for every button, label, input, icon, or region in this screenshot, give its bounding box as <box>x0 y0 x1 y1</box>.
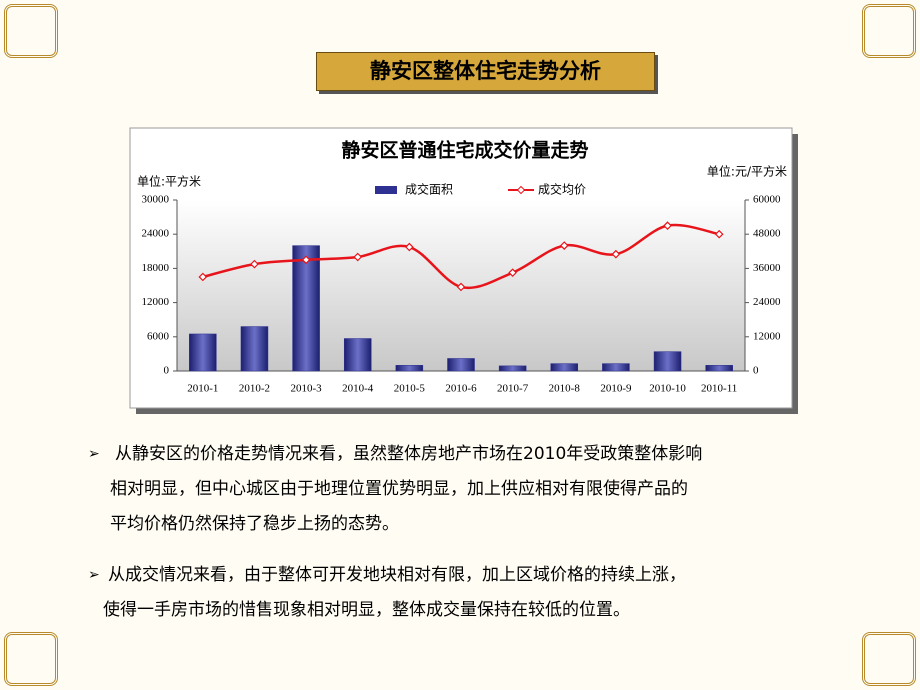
y-tick-label: 0 <box>164 365 170 377</box>
x-tick-label: 2010-1 <box>187 383 218 395</box>
bar <box>395 365 424 372</box>
line-marker <box>611 249 621 259</box>
y2-tick-label: 24000 <box>753 296 781 308</box>
line-marker <box>559 241 569 250</box>
x-tick-label: 2010-6 <box>445 383 477 395</box>
ornament <box>4 632 58 686</box>
line-marker <box>456 282 466 292</box>
y-tick-label: 12000 <box>142 296 170 308</box>
x-tick-label: 2010-10 <box>649 383 686 395</box>
y2-tick-label: 60000 <box>753 194 781 206</box>
line-marker <box>198 272 208 282</box>
bar <box>447 358 475 372</box>
ornament <box>4 4 58 58</box>
y-axis-label: 单位:平方米 <box>137 174 201 189</box>
x-tick-label: 2010-2 <box>239 383 270 395</box>
x-tick-label: 2010-8 <box>549 383 581 395</box>
line-marker <box>301 255 311 265</box>
ornament <box>862 4 916 58</box>
bar <box>705 365 733 372</box>
x-tick-label: 2010-9 <box>600 383 632 395</box>
bullet: ➢ 从静安区的价格走势情况来看，虽然整体房地产市场在2010年受政策整体影响相对明… <box>88 437 850 542</box>
bar <box>550 363 579 372</box>
x-tick-label: 2010-7 <box>497 383 529 395</box>
bar <box>292 245 320 372</box>
legend-swatch <box>375 186 397 194</box>
bar <box>343 338 372 372</box>
bullet-line: 从成交情况来看，由于整体可开发地块相对有限，加上区域价格的持续上涨， <box>108 565 686 585</box>
x-tick-label: 2010-11 <box>701 383 737 395</box>
line-marker <box>714 229 724 239</box>
y2-tick-label: 48000 <box>753 228 781 240</box>
y2-tick-label: 0 <box>753 365 759 377</box>
bullet-line: 相对明显，但中心城区由于地理位置优势明显，加上供应相对有限使得产品的 <box>110 479 688 499</box>
bar <box>240 326 269 372</box>
bar <box>602 363 630 372</box>
x-tick-label: 2010-4 <box>342 383 374 395</box>
legend-label: 成交均价 <box>538 182 586 197</box>
y-tick-label: 6000 <box>147 330 170 342</box>
y2-tick-label: 12000 <box>753 330 781 342</box>
bar <box>498 365 527 372</box>
chart-title: 静安区普通住宅成交价量走势 <box>341 138 588 161</box>
y2-axis-label: 单位:元/平方米 <box>707 164 787 179</box>
x-tick-label: 2010-5 <box>394 383 426 395</box>
line-marker <box>250 259 259 269</box>
y-tick-label: 18000 <box>142 262 170 274</box>
bullet-line: 使得一手房市场的惜售现象相对明显，整体成交量保持在较低的位置。 <box>103 600 630 620</box>
legend-swatch <box>516 185 526 195</box>
bullet-marker: ➢ <box>88 567 100 583</box>
x-tick-label: 2010-3 <box>291 383 323 395</box>
line-marker <box>663 221 672 230</box>
bullet-line: 平均价格仍然保持了稳步上扬的态势。 <box>110 514 399 534</box>
bullet-marker: ➢ <box>88 446 100 462</box>
ornament <box>862 632 916 686</box>
y-tick-label: 30000 <box>142 194 170 206</box>
y2-tick-label: 36000 <box>753 262 781 274</box>
bullet-line: 从静安区的价格走势情况来看，虽然整体房地产市场在2010年受政策整体影响 <box>115 444 703 464</box>
line-marker <box>405 242 414 252</box>
line-marker <box>353 252 363 262</box>
header-title: 静安区整体住宅走势分析 <box>316 52 655 91</box>
bullet: ➢ 从成交情况来看，由于整体可开发地块相对有限，加上区域价格的持续上涨， 使得一手房… <box>88 558 850 628</box>
legend-label: 成交面积 <box>405 182 453 197</box>
line-marker <box>508 268 517 278</box>
y-tick-label: 24000 <box>142 228 170 240</box>
bar <box>189 333 217 372</box>
bar <box>653 351 682 372</box>
